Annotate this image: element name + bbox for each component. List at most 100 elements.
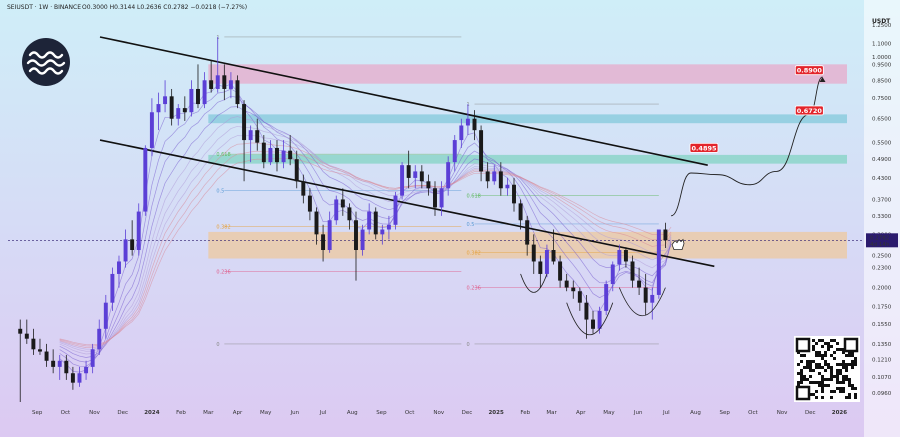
time-tick-label: 2025 <box>488 410 503 416</box>
header: SEIUSDT · 1W · BINANCE O0.3000 H0.3144 L… <box>7 4 891 25</box>
rounded-bottom-3 <box>618 287 666 317</box>
time-tick-label: 2024 <box>144 410 159 416</box>
candle-body <box>136 211 141 251</box>
time-tick-label: Jul <box>662 410 670 416</box>
price-tick-label: 0.8500 <box>872 78 892 84</box>
candle-body <box>544 250 549 274</box>
time-tick-label: Mar <box>546 410 557 416</box>
time-tick-label: Oct <box>61 410 71 416</box>
price-tick-label: 0.3700 <box>872 197 892 203</box>
candle-body <box>117 261 121 274</box>
time-tick-label: 2026 <box>832 410 847 416</box>
time-tick-label: Jul <box>319 410 327 416</box>
target-label: 0.8900 <box>797 67 823 75</box>
price-tick-label: 1.1000 <box>872 41 892 47</box>
candle-body <box>617 250 622 265</box>
candle-body <box>656 229 661 295</box>
candle-body <box>64 360 69 374</box>
time-tick-label: Dec <box>117 410 128 416</box>
price-tick-label: 1.2500 <box>872 23 892 29</box>
time-axis[interactable]: Sep Oct Nov Dec 2024 Feb Mar Apr May Jun Jul Aug Sep… <box>32 410 847 416</box>
candle-body <box>518 203 523 221</box>
candle-body <box>512 184 516 204</box>
candle-body <box>577 291 582 303</box>
candle-body <box>156 104 161 113</box>
projection-arrow <box>819 76 826 82</box>
candle-body <box>196 88 200 105</box>
time-tick-label: Nov <box>433 410 444 416</box>
target-label: 0.4895 <box>691 144 717 152</box>
candle-body <box>630 261 635 281</box>
trendlines-layer <box>8 36 864 268</box>
candle-body <box>57 360 62 367</box>
candle-body <box>268 147 273 163</box>
fib-label-left: 0.382 <box>216 225 230 231</box>
price-tick-label: 0.5500 <box>872 141 892 147</box>
zone-cyan <box>208 114 848 124</box>
candle-body <box>643 287 648 303</box>
last-price-value: 0.2782 <box>870 235 889 241</box>
candle-body <box>261 142 266 163</box>
candle-body <box>307 195 312 212</box>
candle-body <box>597 310 602 329</box>
candle-body <box>446 162 451 189</box>
countdown-value: 4d 14h <box>870 242 890 248</box>
price-tick-label: 0.1070 <box>872 375 892 381</box>
candle-body <box>406 165 411 178</box>
time-tick-label: Oct <box>748 410 758 416</box>
price-tick-label: 0.2300 <box>872 266 892 272</box>
zone-green <box>208 154 848 164</box>
candle-body <box>222 75 227 89</box>
candle-body <box>637 280 642 288</box>
candle-body <box>663 229 668 241</box>
candle-body <box>610 264 615 285</box>
candle-body <box>255 130 260 143</box>
candle-body <box>551 250 556 262</box>
moving-average-ribbon <box>59 83 672 373</box>
price-tick-label: 0.1750 <box>872 305 892 311</box>
candle-body <box>492 171 497 182</box>
candle-body <box>228 80 233 89</box>
price-tick-label: 0.4900 <box>872 157 892 163</box>
price-tick-label: 0.1210 <box>872 358 892 364</box>
candle-body <box>215 75 220 89</box>
candle-body <box>38 349 42 352</box>
candle-body <box>24 333 29 339</box>
time-tick-label: Sep <box>32 410 43 416</box>
candle-body <box>176 108 181 119</box>
candle-body <box>334 199 339 221</box>
fib-label-left: 0 <box>216 342 219 348</box>
candle-body <box>367 211 372 230</box>
candle-body <box>472 118 477 131</box>
time-tick-label: Aug <box>347 410 358 416</box>
candle-body <box>465 118 470 126</box>
candle-body <box>380 229 385 235</box>
candle-body <box>123 239 128 262</box>
rounded-bottom-1 <box>520 273 548 293</box>
candle-body <box>604 284 609 311</box>
target-label-bg <box>794 65 824 76</box>
fib-label-left: 0.618 <box>216 152 230 158</box>
candle-body <box>242 104 247 141</box>
candle-body <box>97 328 102 350</box>
ma-line <box>59 88 672 367</box>
candle-body <box>189 88 194 113</box>
candle-body <box>498 171 503 189</box>
candle-body <box>564 280 569 288</box>
candle-body <box>360 229 365 251</box>
candle-body <box>275 147 279 163</box>
candle-body <box>426 181 431 189</box>
ma-line <box>59 83 672 373</box>
candle-body <box>130 239 135 251</box>
candle-body <box>413 171 418 178</box>
candle-body <box>538 261 543 274</box>
price-tick-label: 0.2500 <box>872 254 892 260</box>
price-axis-panel <box>864 0 900 437</box>
candle-body <box>163 96 168 105</box>
candle-body <box>393 195 398 225</box>
ma-line <box>59 116 672 355</box>
time-tick-label: May <box>260 410 272 416</box>
